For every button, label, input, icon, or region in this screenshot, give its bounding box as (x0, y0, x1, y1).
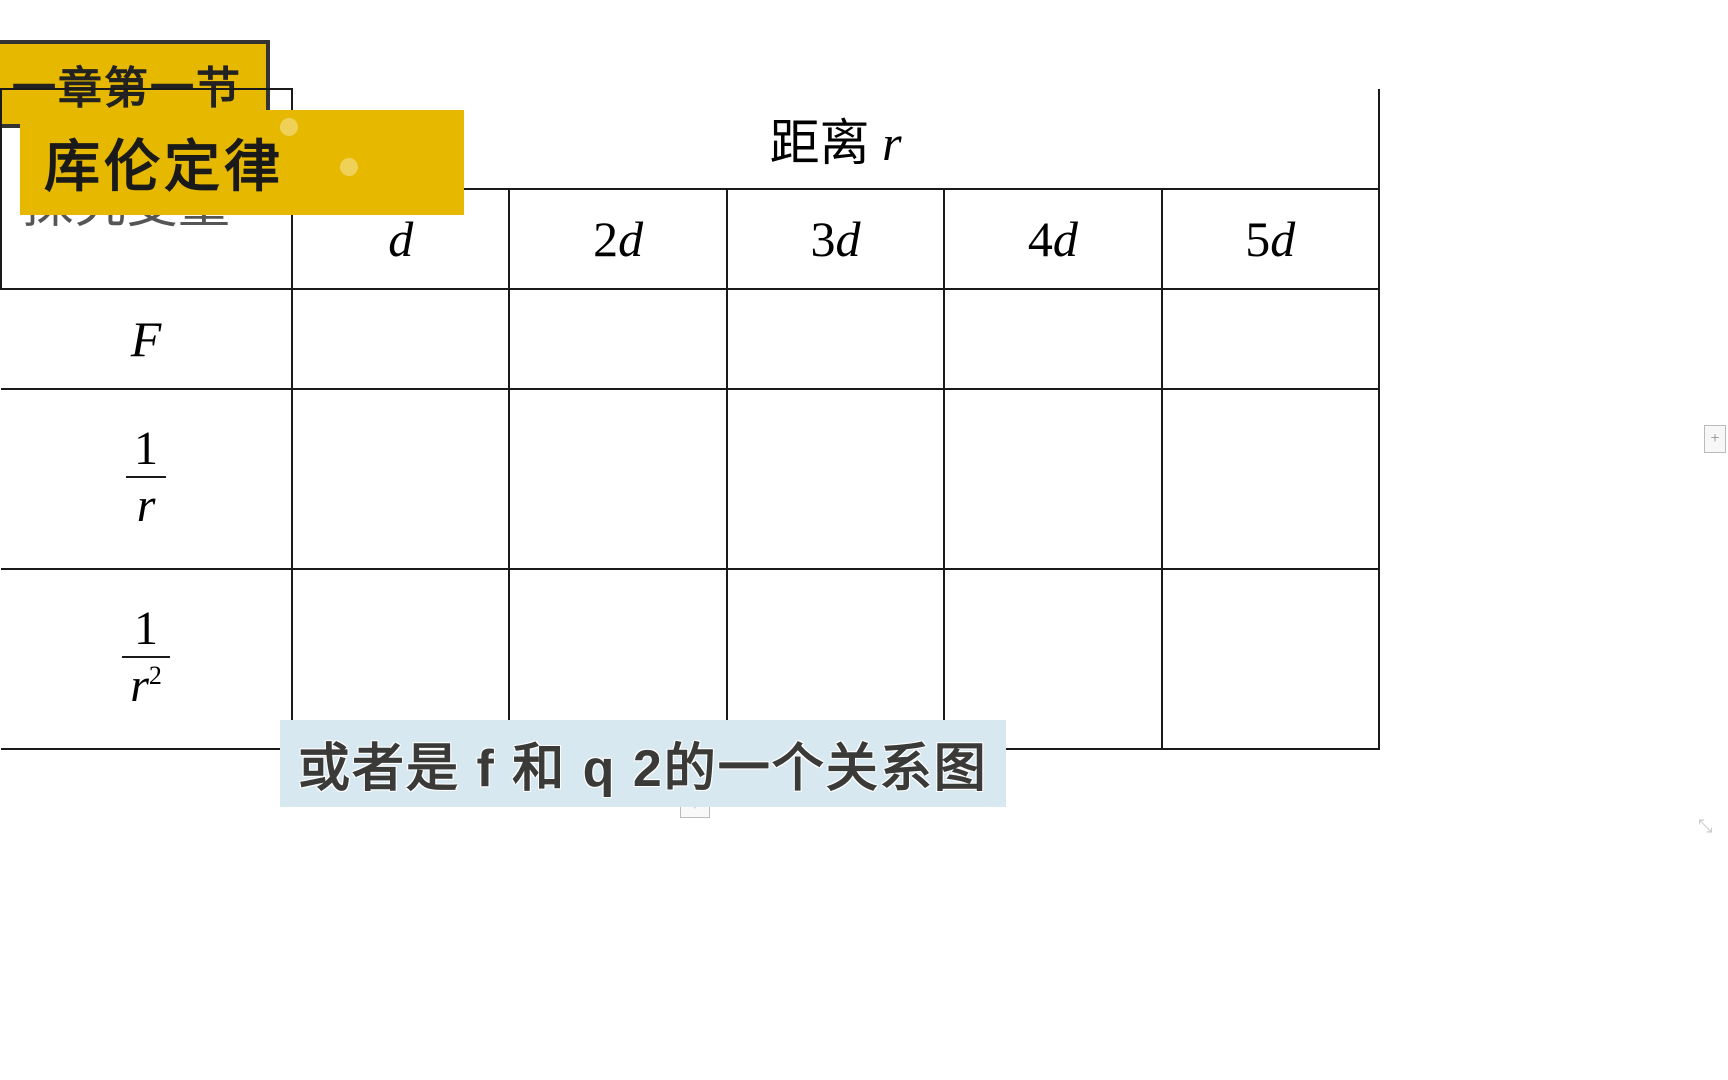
table-cell (292, 389, 509, 569)
col-header-5d: 5d (1162, 189, 1379, 289)
table-cell (509, 289, 726, 389)
subtitle-caption: 或者是 f 和 q 2的一个关系图 (280, 720, 1006, 807)
table-cell (727, 289, 944, 389)
table-cell (1162, 289, 1379, 389)
table-cell (727, 389, 944, 569)
table-cell (1162, 569, 1379, 749)
table-cell (944, 289, 1161, 389)
add-column-icon[interactable]: + (1704, 425, 1726, 453)
table-cell (509, 389, 726, 569)
table-row: F (1, 289, 1379, 389)
col-header-4d: 4d (944, 189, 1161, 289)
table-cell (292, 289, 509, 389)
table-cell (944, 389, 1161, 569)
law-title-banner: 库伦定律 (20, 110, 464, 215)
resize-handle-icon[interactable]: ⤡ (1698, 816, 1724, 842)
table-row: 1 r (1, 389, 1379, 569)
table-cell (1162, 389, 1379, 569)
row-label-F: F (1, 289, 292, 389)
distance-header-text: 距离 r (770, 115, 902, 171)
col-header-3d: 3d (727, 189, 944, 289)
row-label-1-over-r2: 1 r2 (1, 569, 292, 749)
row-label-1-over-r: 1 r (1, 389, 292, 569)
col-header-2d: 2d (509, 189, 726, 289)
